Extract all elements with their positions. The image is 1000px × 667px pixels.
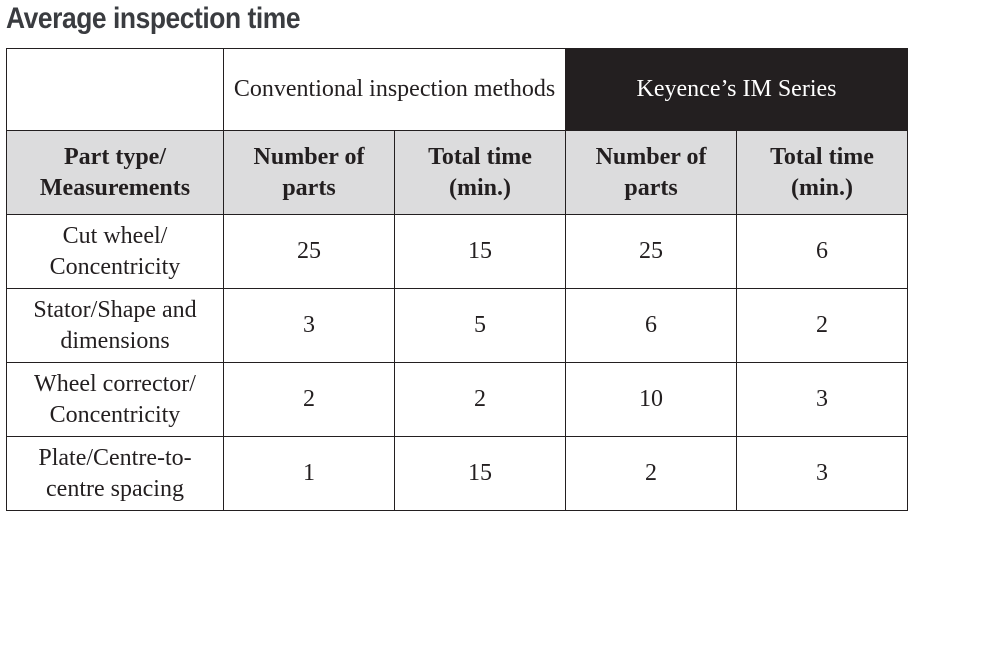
column-header-row: Part type/ Measurements Number of parts … [6, 130, 909, 215]
table-cell: 3 [223, 288, 395, 363]
column-header: Part type/ Measurements [6, 130, 224, 215]
conventional-methods-header: Conventional inspection methods [222, 48, 567, 131]
table-cell: 3 [736, 436, 909, 511]
blank-corner-cell [6, 48, 224, 131]
table-cell: 2 [393, 362, 567, 437]
table-cell: 6 [565, 288, 738, 363]
part-type-cell: Plate/Centre-to-centre spacing [6, 436, 224, 511]
column-header: Number of parts [565, 130, 738, 215]
group-header-row: Conventional inspection methods Keyence’… [6, 48, 909, 131]
table-cell: 6 [736, 214, 909, 289]
table-row: Cut wheel/ Concentricity 25 15 25 6 [6, 214, 909, 289]
part-type-cell: Stator/Shape and dimensions [6, 288, 224, 363]
table-row: Wheel corrector/ Concentricity 2 2 10 3 [6, 362, 909, 437]
part-type-cell: Wheel corrector/ Concentricity [6, 362, 224, 437]
table-cell: 2 [223, 362, 395, 437]
table-cell: 25 [223, 214, 395, 289]
table-cell: 3 [736, 362, 909, 437]
inspection-time-table: Conventional inspection methods Keyence’… [6, 48, 909, 511]
table-cell: 1 [223, 436, 395, 511]
table-cell: 15 [393, 214, 567, 289]
table-row: Stator/Shape and dimensions 3 5 6 2 [6, 288, 909, 363]
table-cell: 15 [393, 436, 567, 511]
table-cell: 2 [565, 436, 738, 511]
column-header: Number of parts [223, 130, 395, 215]
keyence-im-series-header: Keyence’s IM Series [565, 48, 909, 131]
table-cell: 2 [736, 288, 909, 363]
table-row: Plate/Centre-to-centre spacing 1 15 2 3 [6, 436, 909, 511]
column-header: Total time (min.) [393, 130, 567, 215]
column-header: Total time (min.) [736, 130, 909, 215]
table-cell: 10 [565, 362, 738, 437]
table-cell: 25 [565, 214, 738, 289]
part-type-cell: Cut wheel/ Concentricity [6, 214, 224, 289]
page-title: Average inspection time [6, 2, 301, 35]
table-cell: 5 [393, 288, 567, 363]
